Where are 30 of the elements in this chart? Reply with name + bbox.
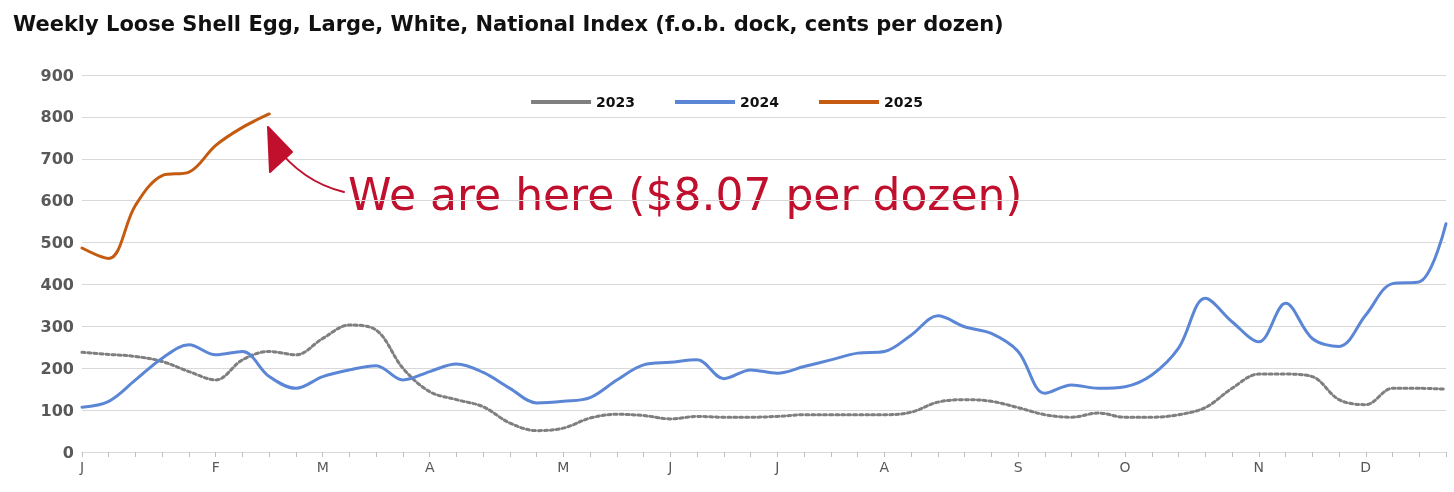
line-series bbox=[80, 222, 1448, 409]
y-tick-label: 700 bbox=[40, 149, 74, 169]
y-tick-label: 500 bbox=[40, 233, 74, 253]
x-tick-label: J bbox=[667, 459, 673, 475]
x-tick-label: J bbox=[774, 459, 780, 475]
y-tick-label: 100 bbox=[40, 400, 74, 420]
x-tick-label: M bbox=[557, 459, 570, 475]
x-tick-label: D bbox=[1360, 459, 1372, 475]
y-tick-label: 300 bbox=[40, 316, 74, 336]
x-tick-label: M bbox=[316, 459, 329, 475]
y-tick-label: 600 bbox=[40, 191, 74, 211]
y-tick-label: 400 bbox=[40, 274, 74, 294]
legend-label: 2025 bbox=[883, 94, 923, 110]
line-series bbox=[80, 112, 271, 260]
x-tick-label: A bbox=[879, 459, 890, 475]
x-tick-label: S bbox=[1013, 459, 1023, 475]
y-tick-label: 900 bbox=[40, 65, 74, 85]
x-tick-label: N bbox=[1253, 459, 1265, 475]
annotation: We are here ($8.07 per dozen) bbox=[348, 168, 1023, 220]
x-tick-label: J bbox=[78, 459, 85, 475]
legend-label: 2023 bbox=[596, 94, 636, 110]
x-tick-label: O bbox=[1119, 459, 1131, 475]
chart-title: Weekly Loose Shell Egg, Large, White, National Index (f.o.b. dock, cents per dozen) bbox=[13, 11, 1004, 36]
legend-label: 2024 bbox=[740, 94, 780, 110]
y-tick-label: 0 bbox=[62, 442, 74, 462]
line-series bbox=[80, 323, 1448, 433]
y-tick-label: 200 bbox=[40, 358, 74, 378]
x-tick-label: A bbox=[424, 459, 435, 475]
x-tick-label: F bbox=[211, 459, 220, 475]
y-tick-label: 800 bbox=[40, 107, 74, 127]
